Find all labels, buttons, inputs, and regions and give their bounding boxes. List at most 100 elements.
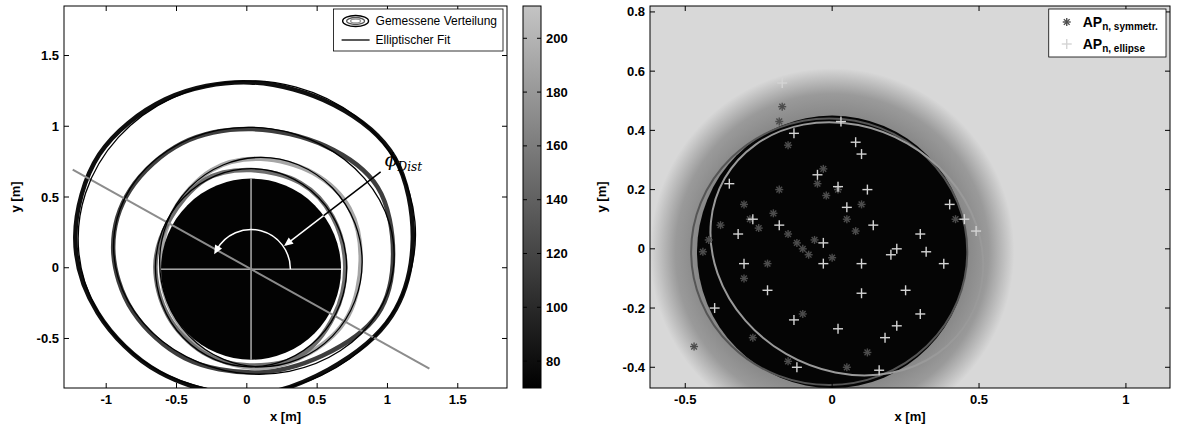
- marker: [777, 78, 787, 88]
- annotation-arrow: [286, 172, 381, 245]
- marker: [789, 315, 799, 325]
- legend: Gemessene VerteilungElliptischer Fit: [334, 9, 503, 51]
- marker-stroke: [700, 249, 706, 255]
- marker-stroke: [817, 170, 818, 180]
- legend-subscript: n, symmetr.: [1102, 21, 1158, 32]
- marker: [857, 149, 867, 159]
- legend-label: Elliptischer Fit: [376, 33, 451, 47]
- marker-stroke: [806, 252, 812, 258]
- colorbar-tick: [523, 38, 527, 39]
- marker: [789, 128, 799, 138]
- y-tick-label: -0.5: [37, 331, 59, 346]
- marker-stroke: [750, 335, 756, 341]
- y-tick: [502, 267, 507, 268]
- plot-background: [64, 6, 507, 388]
- marker-stroke: [837, 182, 838, 192]
- marker-stroke: [949, 199, 950, 209]
- marker-stroke: [771, 210, 777, 216]
- marker-stroke: [820, 166, 826, 172]
- colorbar-tick: [523, 199, 527, 200]
- angle-arc: [217, 230, 291, 270]
- marker-stroke: [776, 119, 782, 125]
- marker: [778, 103, 786, 111]
- marker-stroke: [829, 255, 835, 261]
- marker: [775, 186, 783, 194]
- marker-stroke: [741, 202, 747, 208]
- axes: -1-0.500.511.5-0.500.511.5x [m]y [m]: [8, 6, 507, 424]
- marker-stroke: [884, 333, 885, 343]
- marker-stroke: [806, 252, 812, 258]
- marker: [784, 230, 792, 238]
- marker-stroke: [776, 187, 782, 193]
- marker: [915, 309, 925, 319]
- marker-stroke: [853, 228, 859, 234]
- marker-stroke: [785, 231, 791, 237]
- x-tick-label: -0.5: [674, 392, 696, 407]
- marker: [862, 185, 872, 195]
- legend-box: [1049, 9, 1166, 57]
- marker-stroke: [865, 350, 871, 356]
- marker-stroke: [785, 358, 791, 364]
- y-tick-label: 0.8: [627, 4, 645, 19]
- y-tick: [650, 308, 655, 309]
- marker-stroke: [741, 276, 747, 282]
- marker-stroke: [964, 214, 965, 224]
- marker-stroke: [1064, 19, 1070, 25]
- y-tick: [650, 130, 655, 131]
- y-tick: [502, 338, 507, 339]
- marker-stroke: [750, 335, 756, 341]
- y-tick: [64, 267, 69, 268]
- plot-frame: [650, 6, 1170, 388]
- marker-stroke: [812, 237, 818, 243]
- marker-stroke: [767, 285, 768, 295]
- x-axis-title: x [m]: [270, 409, 301, 424]
- marker-stroke: [741, 202, 747, 208]
- marker-stroke: [714, 303, 715, 313]
- marker: [819, 165, 827, 173]
- marker: [775, 117, 783, 125]
- marker-stroke: [859, 202, 865, 208]
- y-tick: [1165, 130, 1170, 131]
- x-tick: [246, 6, 247, 11]
- annotation-arrow-inner: [286, 172, 381, 245]
- marker-stroke: [785, 231, 791, 237]
- x-tick: [685, 383, 686, 388]
- marker: [710, 303, 720, 313]
- marker: [812, 170, 822, 180]
- marker-stroke: [800, 246, 806, 252]
- colorbar-tick: [523, 307, 527, 308]
- marker: [764, 260, 772, 268]
- x-tick: [685, 6, 686, 11]
- marker-stroke: [925, 247, 926, 257]
- marker-stroke: [975, 226, 976, 236]
- fit-ellipse: [160, 157, 363, 366]
- x-tick: [106, 6, 107, 11]
- x-axis-title: x [m]: [894, 409, 925, 424]
- marker-stroke: [1066, 39, 1067, 49]
- marker: [699, 248, 707, 256]
- marker: [971, 226, 981, 236]
- marker-stroke: [840, 116, 841, 126]
- marker-stroke: [905, 285, 906, 295]
- marker-stroke: [896, 244, 897, 254]
- y-tick: [650, 11, 655, 12]
- y-tick: [64, 338, 69, 339]
- marker-stroke: [920, 309, 921, 319]
- marker-stroke: [691, 344, 697, 350]
- marker: [792, 362, 802, 372]
- y-tick-label: 0.6: [627, 64, 645, 79]
- marker: [705, 236, 713, 244]
- aperture-ring: [650, 68, 1014, 388]
- y-tick: [650, 71, 655, 72]
- marker-stroke: [823, 238, 824, 248]
- legend-subscript: n, ellipse: [1102, 43, 1145, 54]
- marker-stroke: [815, 181, 821, 187]
- distortion-axis: [73, 170, 430, 369]
- x-tick-label: -0.5: [165, 392, 187, 407]
- marker: [818, 238, 828, 248]
- y-tick-label: 0.2: [627, 182, 645, 197]
- marker-stroke: [793, 315, 794, 325]
- marker: [1062, 39, 1072, 49]
- colorbar-tick: [523, 253, 527, 254]
- marker-stroke: [865, 350, 871, 356]
